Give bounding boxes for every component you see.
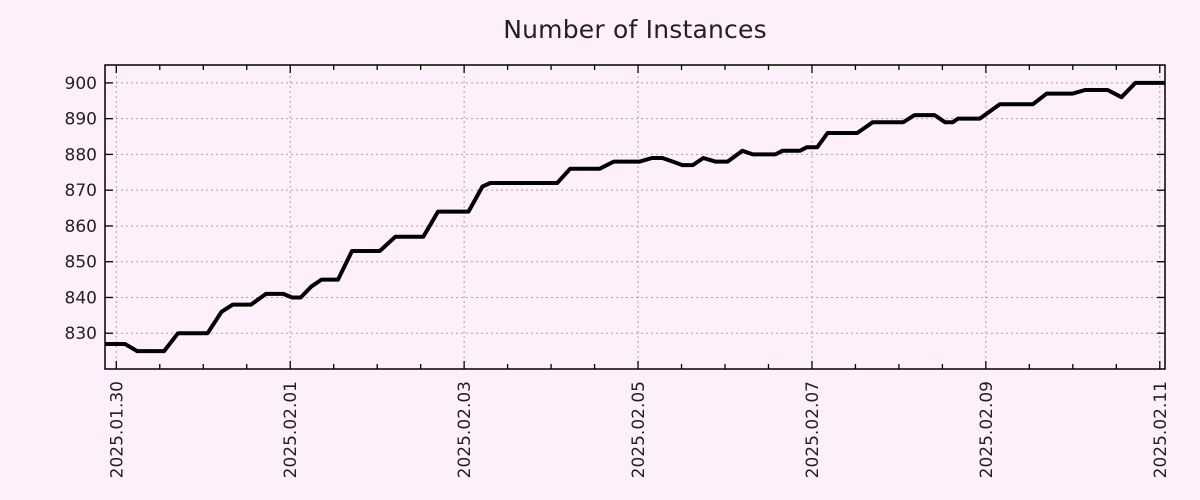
x-tick-label: 2025.02.09	[977, 381, 997, 478]
y-tick-label: 880	[65, 145, 97, 165]
y-tick-label: 850	[65, 253, 97, 273]
x-tick-label: 2025.02.07	[803, 381, 823, 478]
y-tick-label: 830	[65, 324, 97, 344]
x-tick-label: 2025.02.01	[281, 381, 301, 478]
y-tick-label: 840	[65, 288, 97, 308]
y-tick-label: 860	[65, 217, 97, 237]
x-tick-label: 2025.01.30	[107, 381, 127, 478]
x-tick-label: 2025.02.05	[629, 381, 649, 478]
y-tick-label: 900	[65, 74, 97, 94]
data-line-instances	[105, 80, 1165, 354]
y-tick-label: 890	[65, 110, 97, 130]
plot-border	[104, 64, 1166, 370]
x-tick-label: 2025.02.03	[455, 381, 475, 478]
y-tick-label: 870	[65, 181, 97, 201]
chart-title: Number of Instances	[503, 15, 767, 44]
x-tick-label: 2025.02.11	[1151, 381, 1171, 478]
